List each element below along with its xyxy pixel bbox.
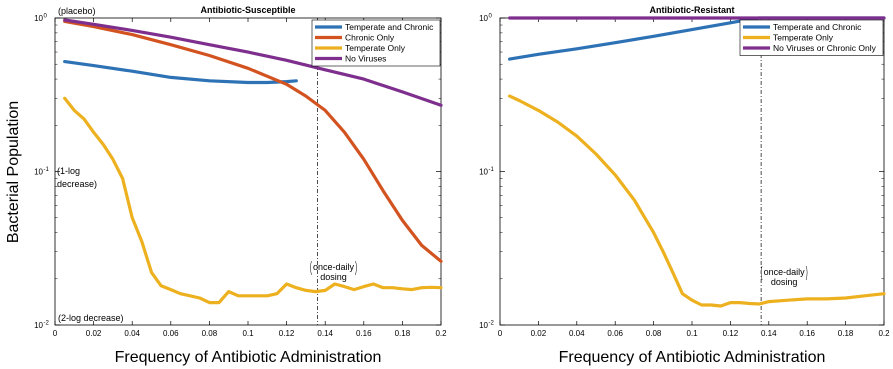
dosing-bracket-left: [310, 260, 312, 276]
x-tick-label: 0.08: [202, 329, 218, 338]
dosing-bracket-left: [760, 265, 763, 281]
y-tick-label-exponent: -2: [489, 321, 495, 327]
two-log-annotation: (2-log decrease): [58, 313, 124, 323]
plot-area-frame: [499, 17, 885, 326]
x-tick-label: 0.1: [686, 329, 698, 338]
y-tick-label-exponent: 0: [489, 14, 493, 20]
x-tick-label: 0.12: [723, 329, 739, 338]
y-tick-label-exponent: 0: [44, 14, 48, 20]
x-axis-label: Frequency of Antibiotic Administration: [559, 349, 826, 366]
y-tick-label-base: 10: [479, 321, 488, 330]
series-line-2: [508, 94, 886, 308]
chart-title: Antibiotic-Susceptible: [200, 5, 295, 15]
x-tick-label: 0.04: [124, 329, 140, 338]
x-tick-label: 0.2: [878, 329, 890, 338]
y-tick-label-base: 10: [34, 14, 43, 23]
legend-entry-2: Temperate Only: [773, 33, 834, 43]
series-line-2: [63, 19, 443, 263]
shared-y-axis-label: Bacterial Population: [5, 101, 22, 243]
x-tick-label: 0: [498, 329, 503, 338]
y-tick-label-base: 10: [34, 321, 43, 330]
dosing-bracket-right: [355, 260, 357, 276]
x-tick-label: 0.08: [646, 329, 662, 338]
legend-entry-1: Temperate and Chronic: [345, 22, 434, 32]
y-tick-label-base: 10: [479, 14, 488, 23]
y-tick-label-exponent: -2: [44, 321, 50, 327]
legend-entry-2: Chronic Only: [345, 33, 395, 43]
dosing-annotation-line2: dosing: [320, 272, 347, 282]
x-tick-label: 0.06: [163, 329, 179, 338]
series-line-3: [63, 96, 443, 305]
x-tick-label: 0.14: [761, 329, 777, 338]
x-tick-label: 0.14: [317, 329, 333, 338]
x-tick-label: 0.06: [607, 329, 623, 338]
dosing-bracket-right: [805, 265, 808, 281]
x-tick-label: 0: [53, 329, 58, 338]
x-tick-label: 0.16: [356, 329, 372, 338]
dosing-annotation-line2: dosing: [771, 277, 798, 287]
legend-entry-1: Temperate and Chronic: [773, 22, 862, 32]
x-tick-label: 0.2: [435, 329, 447, 338]
y-tick-label-base: 10: [479, 168, 488, 177]
x-tick-label: 0.18: [395, 329, 411, 338]
y-tick-label-exponent: -1: [44, 167, 50, 173]
dosing-annotation-line1: once-daily: [313, 262, 355, 272]
x-tick-label: 0.02: [86, 329, 102, 338]
series-line-1: [63, 59, 298, 85]
x-axis-label: Frequency of Antibiotic Administration: [115, 349, 382, 366]
x-tick-label: 0.02: [531, 329, 547, 338]
legend-entry-3: Temperate Only: [345, 43, 406, 53]
chart-panel-1: 0 0.02 0.04 0.06 0.08 0.1 0.12 0.14 0.16 0.18 0.2 1…: [34, 5, 447, 366]
legend-entry-4: No Viruses: [345, 54, 386, 64]
placebo-annotation: (placebo): [58, 6, 96, 16]
x-tick-label: 0.04: [569, 329, 585, 338]
legend-entry-3: No Viruses or Chronic Only: [773, 43, 877, 53]
one-log-annotation-line1: (1-log: [57, 166, 80, 176]
series-line-4: [63, 18, 443, 107]
y-tick-label-base: 10: [34, 168, 43, 177]
x-tick-label: 0.18: [838, 329, 854, 338]
dosing-annotation-line1: once-daily: [764, 267, 806, 277]
chart-panel-2: 0 0.02 0.04 0.06 0.08 0.1 0.12 0.14 0.16 0.18 0.2 1…: [479, 5, 890, 366]
y-tick-label-exponent: -1: [489, 167, 495, 173]
x-tick-label: 0.12: [279, 329, 295, 338]
chart-title: Antibiotic-Resistant: [649, 5, 734, 15]
one-log-annotation-line2: decrease): [57, 179, 97, 189]
x-tick-label: 0.16: [799, 329, 815, 338]
x-tick-label: 0.1: [242, 329, 254, 338]
